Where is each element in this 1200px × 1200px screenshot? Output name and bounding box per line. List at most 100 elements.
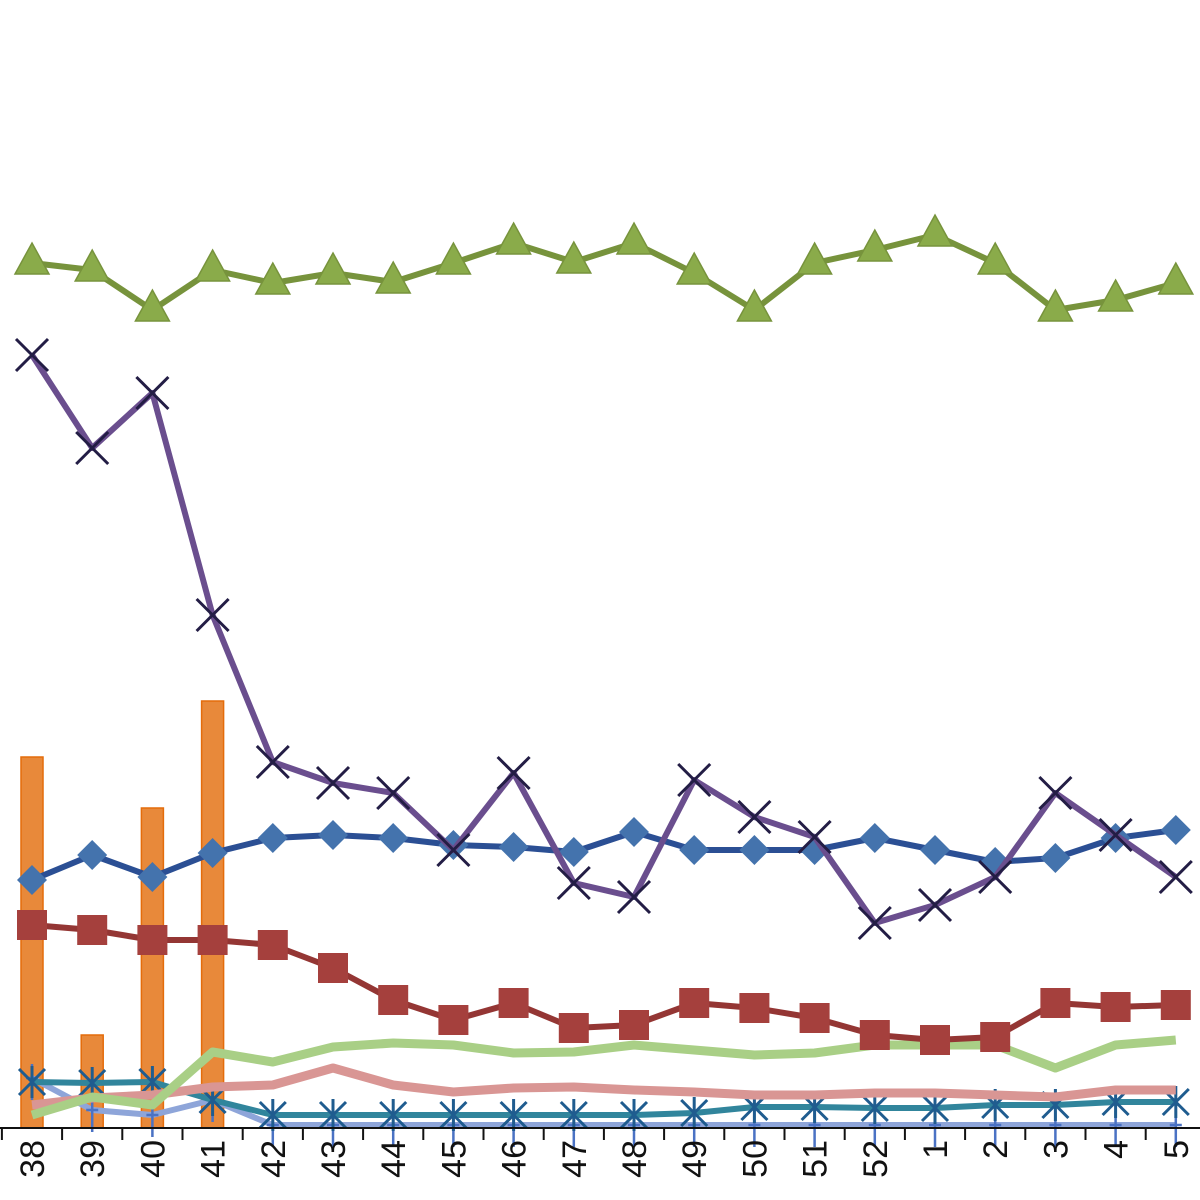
data-point: [1158, 859, 1193, 895]
data-point: [677, 762, 712, 798]
data-point: [194, 248, 231, 282]
data-point: [739, 993, 770, 1023]
data-point: [679, 988, 710, 1018]
x-tick-label: 2: [977, 1140, 1015, 1159]
data-point: [857, 905, 892, 941]
data-point: [1160, 990, 1191, 1020]
x-tick-label: 43: [315, 1140, 353, 1178]
data-point: [257, 930, 288, 960]
data-point: [619, 817, 649, 847]
data-point: [916, 213, 954, 247]
data-point: [1100, 992, 1131, 1022]
data-point: [439, 1099, 468, 1131]
series-line: [31, 1063, 1176, 1110]
data-point: [1157, 261, 1195, 295]
x-tick-label: 52: [857, 1140, 895, 1178]
data-point: [1037, 288, 1074, 322]
data-point: [379, 1099, 408, 1131]
series-3: [17, 910, 1191, 1055]
data-point: [77, 840, 108, 870]
data-point: [17, 910, 47, 940]
data-point: [135, 375, 170, 411]
data-point: [137, 925, 168, 955]
x-axis-tick-labels: 38 39 40 41 42 43 44 45 46 47 48 49 50 51 52 1 2 3 4 5: [14, 1140, 1196, 1178]
series-0: [13, 213, 1195, 322]
data-point: [14, 337, 50, 373]
data-point: [318, 820, 348, 850]
data-point: [197, 838, 228, 868]
x-tick-label: 3: [1037, 1140, 1075, 1159]
data-point: [17, 1066, 47, 1098]
data-point: [255, 744, 290, 780]
data-point: [499, 1099, 528, 1131]
data-point: [980, 1022, 1011, 1052]
x-tick-label: 45: [435, 1140, 473, 1178]
x-tick-label: 42: [255, 1140, 293, 1178]
data-point: [438, 1005, 469, 1035]
data-point: [498, 832, 529, 862]
data-point: [17, 865, 47, 895]
series-1: [14, 337, 1193, 941]
data-point: [679, 835, 710, 865]
data-point: [13, 241, 51, 275]
data-point: [378, 985, 409, 1015]
x-tick-label: 44: [375, 1140, 413, 1178]
data-point: [920, 835, 950, 865]
data-point: [559, 1099, 588, 1131]
data-point: [435, 241, 472, 275]
series-line: [29, 353, 1178, 926]
x-tick-label: 48: [616, 1140, 654, 1178]
x-tick-label: 1: [917, 1140, 955, 1159]
data-point: [1040, 843, 1071, 873]
x-tick-label: 46: [496, 1140, 534, 1178]
data-point: [558, 1013, 589, 1043]
data-point: [799, 1003, 830, 1033]
data-point: [73, 248, 111, 282]
data-point: [797, 819, 832, 855]
data-point: [374, 260, 412, 294]
data-point: [1038, 775, 1073, 811]
data-point: [75, 430, 110, 466]
x-tick-label: 51: [797, 1140, 835, 1178]
series-line: [31, 1079, 1176, 1118]
data-point: [254, 261, 292, 295]
x-tick-label: 38: [14, 1140, 52, 1178]
data-point: [737, 799, 772, 835]
data-point: [556, 865, 591, 901]
data-point: [77, 915, 108, 945]
data-point: [616, 879, 652, 915]
x-tick-label: 39: [74, 1140, 112, 1178]
data-point: [314, 251, 352, 285]
x-tick-label: 5: [1158, 1140, 1196, 1159]
data-point: [436, 832, 471, 868]
x-tick-label: 50: [736, 1140, 774, 1178]
data-point: [197, 925, 228, 955]
line-series-group: [13, 213, 1195, 1147]
data-point: [917, 887, 953, 923]
data-point: [195, 597, 230, 633]
data-point: [1097, 278, 1134, 312]
x-tick-label: 47: [556, 1140, 594, 1178]
data-point: [376, 775, 411, 811]
series-2: [17, 815, 1191, 895]
data-point: [258, 1099, 287, 1131]
data-point: [318, 1099, 348, 1131]
data-point: [856, 228, 894, 262]
data-point: [495, 221, 532, 255]
data-point: [739, 835, 770, 865]
data-point: [736, 288, 773, 322]
data-point: [1160, 815, 1191, 845]
data-point: [619, 1099, 649, 1131]
data-point: [976, 241, 1014, 275]
x-tick-label: 41: [195, 1140, 233, 1178]
x-tick-label: 49: [676, 1140, 714, 1178]
data-point: [859, 1020, 890, 1050]
data-point: [615, 221, 653, 255]
data-point: [675, 251, 713, 285]
x-tick-label: 40: [134, 1140, 172, 1178]
data-point: [1040, 988, 1071, 1018]
data-point: [680, 1097, 709, 1129]
data-point: [257, 823, 288, 853]
x-tick-label: 4: [1098, 1140, 1136, 1159]
